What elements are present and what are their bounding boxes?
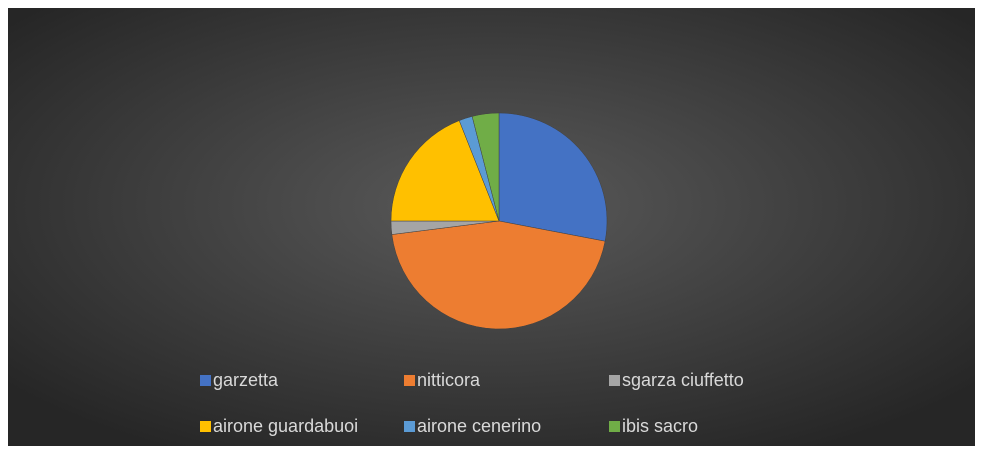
legend-label: garzetta xyxy=(213,370,279,390)
pie-slice xyxy=(498,112,608,242)
legend-swatch xyxy=(404,375,415,386)
legend-label: ibis sacro xyxy=(622,416,698,436)
legend-label: sgarza ciuffetto xyxy=(622,370,744,390)
legend-label: airone cenerino xyxy=(417,416,541,436)
legend-swatch xyxy=(609,421,620,432)
legend-swatch xyxy=(200,375,211,386)
legend-label: nitticora xyxy=(417,370,481,390)
pie-slice xyxy=(391,220,606,330)
legend-swatch xyxy=(609,375,620,386)
legend-label: airone guardabuoi xyxy=(213,416,358,436)
pie-slice xyxy=(390,120,500,222)
legend-swatch xyxy=(404,421,415,432)
legend-swatch xyxy=(200,421,211,432)
pie-slice xyxy=(471,112,500,222)
